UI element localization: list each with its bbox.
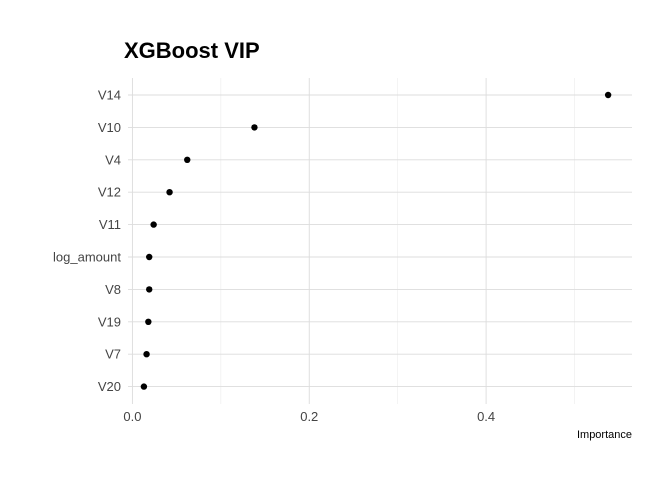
data-point <box>604 91 612 99</box>
y-tick-label: V8 <box>105 282 121 297</box>
y-tick-label: V10 <box>98 120 121 135</box>
data-points <box>140 91 612 390</box>
y-tick-label: V11 <box>99 217 121 232</box>
data-point <box>146 253 153 261</box>
y-tick-label: log_amount <box>53 250 121 265</box>
data-point <box>140 383 148 390</box>
data-point <box>146 286 153 293</box>
grid <box>128 78 632 404</box>
y-tick-label: V12 <box>98 185 121 200</box>
y-tick-label: V7 <box>105 347 121 362</box>
y-tick-label: V20 <box>98 379 121 394</box>
y-tick-label: V19 <box>98 314 121 329</box>
x-tick-label: 0.2 <box>300 409 318 424</box>
data-point <box>145 318 152 325</box>
data-point <box>150 221 157 228</box>
x-tick-label: 0.4 <box>477 409 495 424</box>
y-tick-label: V4 <box>105 152 121 167</box>
y-tick-labels: V14 V10 V4 V12 V11 log_amount V8 V19 V7 V20 <box>53 88 121 395</box>
x-tick-labels: 0.0 0.2 0.4 <box>123 409 495 424</box>
chart-title: XGBoost VIP <box>124 38 260 63</box>
data-point <box>166 189 173 196</box>
data-point <box>184 156 191 163</box>
data-point <box>251 124 258 131</box>
x-tick-label: 0.0 <box>123 409 141 424</box>
x-axis-label: Importance <box>577 429 632 441</box>
y-tick-label: V14 <box>98 88 121 103</box>
data-point <box>143 351 150 358</box>
